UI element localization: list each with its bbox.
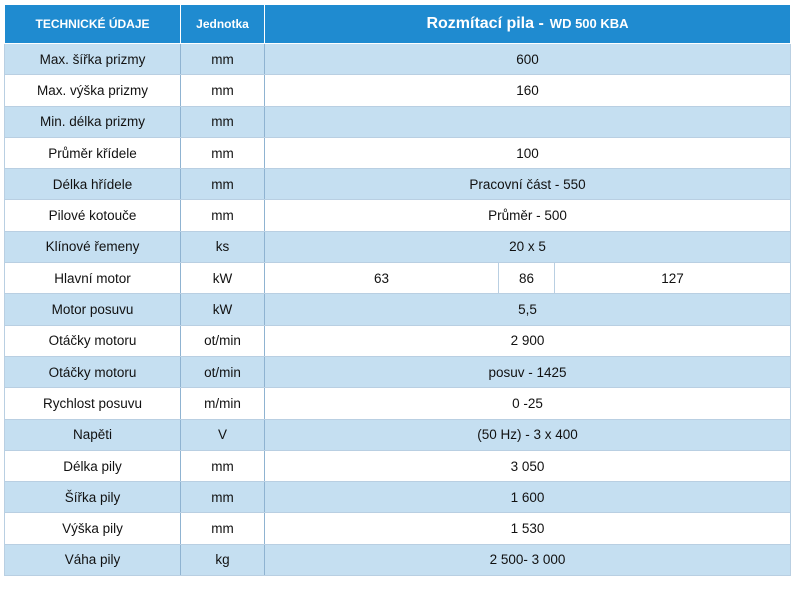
parameter-cell: Váha pily (4, 543, 181, 577)
parameter-cell: Napěti (4, 418, 181, 451)
value-cell: Průměr - 500 (264, 199, 791, 232)
table-row: Váha pily kg 2 500- 3 000 (4, 543, 791, 577)
table-row: Max. šířka prizmy mm 600 (4, 42, 791, 76)
value-cell: 5,5 (264, 293, 791, 326)
header-technical-data: TECHNICKÉ ÚDAJE (4, 4, 181, 44)
table-row: Min. délka prizmy mm (4, 105, 791, 138)
unit-cell: mm (180, 136, 265, 170)
parameter-cell: Otáčky motoru (4, 324, 181, 357)
unit-cell: mm (180, 42, 265, 76)
unit-cell: mm (180, 481, 265, 514)
parameter-cell: Max. výška prizmy (4, 74, 181, 107)
unit-cell: ks (180, 230, 265, 264)
value-cell: 2 900 (264, 324, 791, 357)
value-cell: 3 050 (264, 449, 791, 483)
unit-cell: ot/min (180, 324, 265, 357)
value-cell: 100 (264, 136, 791, 170)
table-row: Max. výška prizmy mm 160 (4, 74, 791, 107)
table-row: Výška pily mm 1 530 (4, 512, 791, 545)
parameter-cell: Klínové řemeny (4, 230, 181, 264)
table-row: Délka hřídele mm Pracovní část - 550 (4, 168, 791, 201)
unit-cell: V (180, 418, 265, 451)
unit-cell: mm (180, 512, 265, 545)
unit-cell: ot/min (180, 355, 265, 389)
technical-specs-table: TECHNICKÉ ÚDAJE Jednotka Rozmítací pila … (4, 4, 791, 577)
table-header-row: TECHNICKÉ ÚDAJE Jednotka Rozmítací pila … (4, 4, 791, 44)
value-cell: 2 500- 3 000 (264, 543, 791, 577)
header-product-model: WD 500 KBA (549, 16, 629, 31)
table-row: Průměr křídele mm 100 (4, 136, 791, 170)
unit-cell: mm (180, 74, 265, 107)
parameter-cell: Rychlost posuvu (4, 387, 181, 420)
table-row: Pilové kotouče mm Průměr - 500 (4, 199, 791, 232)
unit-cell: mm (180, 199, 265, 232)
table-row: Hlavní motor kW 63 86 127 (4, 262, 791, 295)
parameter-cell: Pilové kotouče (4, 199, 181, 232)
value-cell: posuv - 1425 (264, 355, 791, 389)
parameter-cell: Max. šířka prizmy (4, 42, 181, 76)
table-row: Rychlost posuvu m/min 0 -25 (4, 387, 791, 420)
table-body: Max. šířka prizmy mm 600 Max. výška prizmy m… (4, 42, 791, 577)
table-row: Šířka pily mm 1 600 (4, 481, 791, 514)
value-cell: 160 (264, 74, 791, 107)
value-cell: 127 (554, 262, 791, 295)
table-row: Klínové řemeny ks 20 x 5 (4, 230, 791, 264)
parameter-cell: Výška pily (4, 512, 181, 545)
value-cell: 1 600 (264, 481, 791, 514)
parameter-cell: Délka hřídele (4, 168, 181, 201)
unit-cell: kg (180, 543, 265, 577)
value-cell: 600 (264, 42, 791, 76)
parameter-cell: Průměr křídele (4, 136, 181, 170)
parameter-cell: Délka pily (4, 449, 181, 483)
value-cell: 20 x 5 (264, 230, 791, 264)
value-cell: 0 -25 (264, 387, 791, 420)
table-row: Motor posuvu kW 5,5 (4, 293, 791, 326)
parameter-cell: Min. délka prizmy (4, 105, 181, 138)
unit-cell: mm (180, 449, 265, 483)
unit-cell: kW (180, 262, 265, 295)
table-row: Otáčky motoru ot/min posuv - 1425 (4, 355, 791, 389)
value-cell (264, 105, 791, 138)
value-cell: 86 (498, 262, 555, 295)
value-cell: 63 (264, 262, 499, 295)
header-product: Rozmítací pila - WD 500 KBA (264, 4, 791, 44)
table-row: Délka pily mm 3 050 (4, 449, 791, 483)
header-product-title: Rozmítací pila - (426, 15, 544, 32)
unit-cell: m/min (180, 387, 265, 420)
unit-cell: mm (180, 168, 265, 201)
parameter-cell: Hlavní motor (4, 262, 181, 295)
parameter-cell: Šířka pily (4, 481, 181, 514)
value-cell: (50 Hz) - 3 x 400 (264, 418, 791, 451)
parameter-cell: Motor posuvu (4, 293, 181, 326)
unit-cell: kW (180, 293, 265, 326)
header-unit: Jednotka (180, 4, 265, 44)
unit-cell: mm (180, 105, 265, 138)
parameter-cell: Otáčky motoru (4, 355, 181, 389)
table-row: Napěti V (50 Hz) - 3 x 400 (4, 418, 791, 451)
table-row: Otáčky motoru ot/min 2 900 (4, 324, 791, 357)
value-cell: Pracovní část - 550 (264, 168, 791, 201)
value-cell: 1 530 (264, 512, 791, 545)
